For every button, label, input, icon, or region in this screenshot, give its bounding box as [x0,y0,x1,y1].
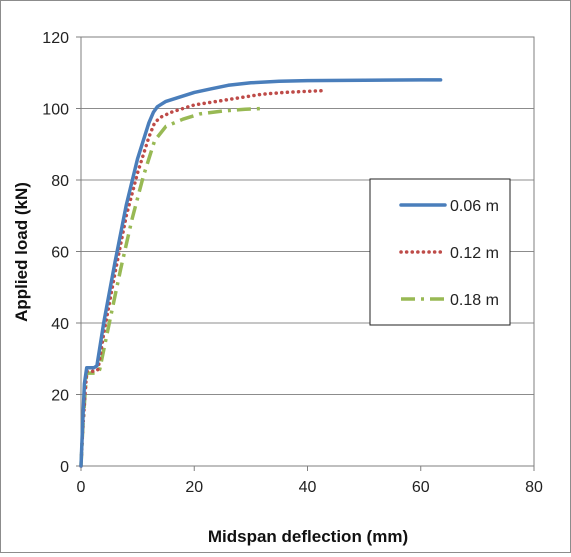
series-line-dotted [79,88,327,468]
y-tick-label: 100 [42,102,69,119]
x-tick-label: 20 [185,479,203,496]
series-layer [79,78,443,468]
series-line-dashdot [79,106,263,467]
x-tick-label: 0 [77,479,86,496]
axis-ticks: 0 20 40 60 80 100 120 0 20 40 60 80 [42,30,543,496]
y-tick-label: 60 [51,245,69,262]
legend-label: 0.06 m [450,198,499,215]
y-tick-label: 20 [51,388,69,405]
legend-label: 0.18 m [450,292,499,309]
y-tick-label: 80 [51,173,69,190]
y-tick-label: 120 [42,30,69,47]
x-tick-label: 60 [412,479,430,496]
y-axis-title: Applied load (kN) [12,182,31,322]
legend-label: 0.12 m [450,245,499,262]
x-axis-title: Midspan deflection (mm) [208,527,408,546]
x-tick-label: 80 [525,479,543,496]
y-tick-label: 0 [60,459,69,476]
y-tick-label: 40 [51,316,69,333]
x-tick-label: 40 [299,479,317,496]
legend: 0.06 m 0.12 m 0.18 m [369,178,511,326]
series-line-solid [79,78,443,468]
